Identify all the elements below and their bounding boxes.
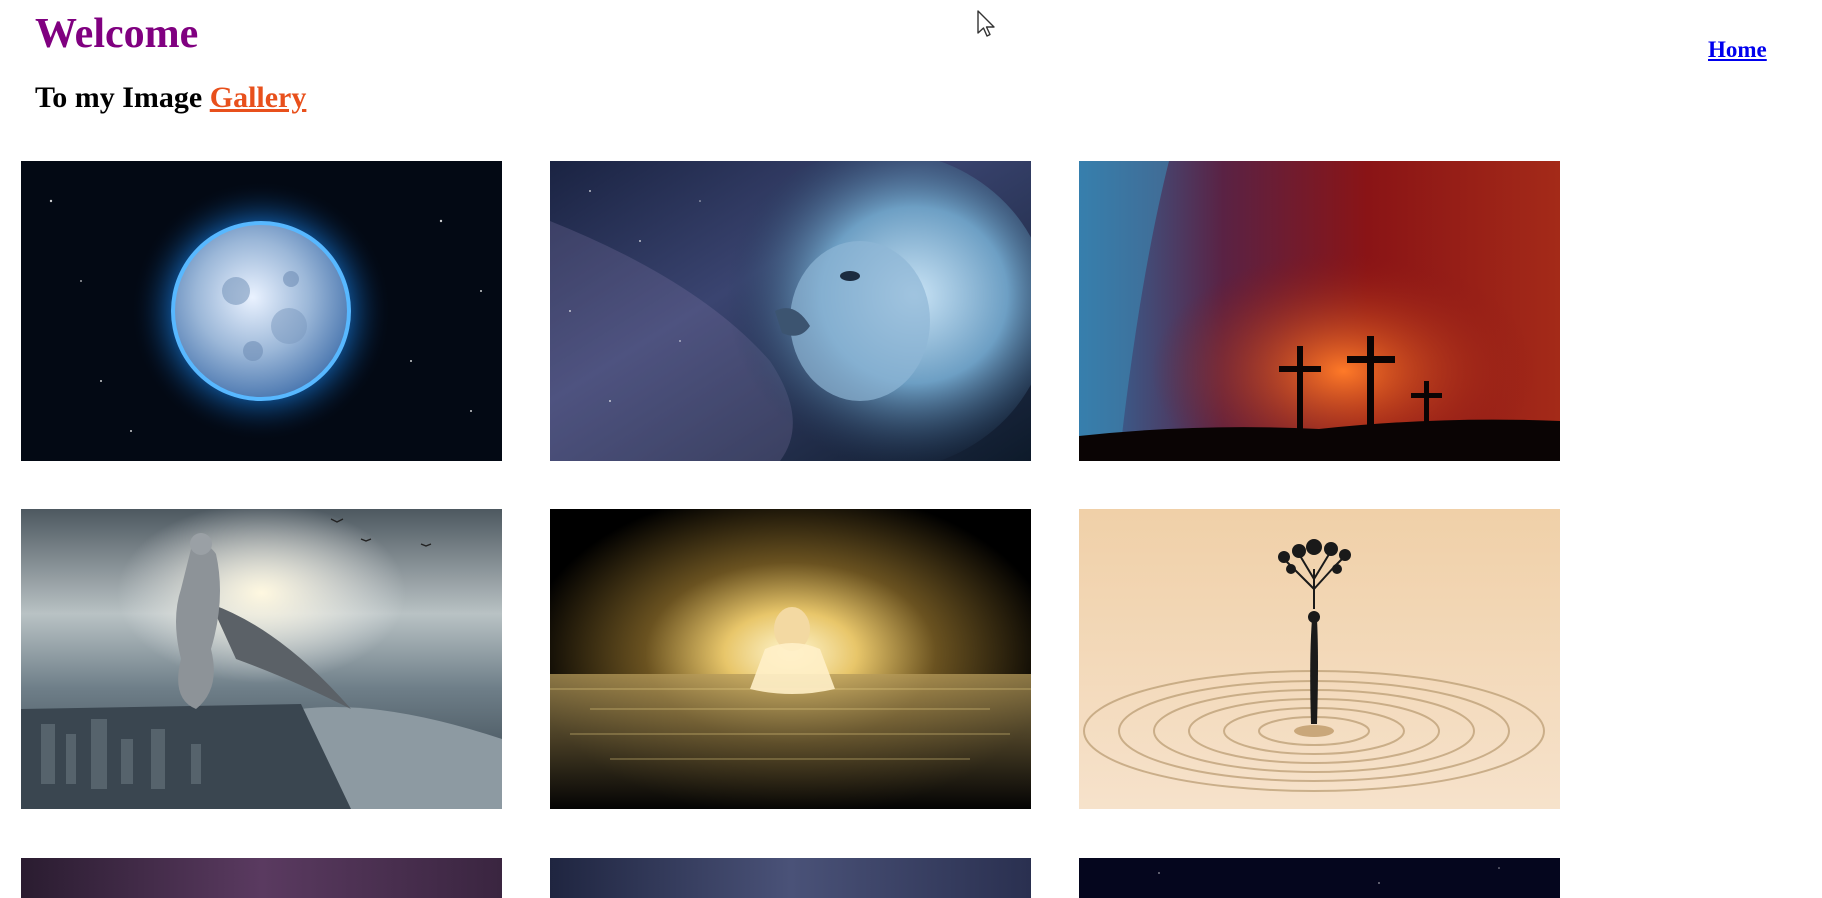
gallery-image-dark-starfield[interactable]	[1079, 858, 1560, 898]
gallery-image-yoga-tree[interactable]	[1079, 509, 1560, 809]
gallery-image-moon[interactable]	[21, 161, 502, 461]
gallery-image-crosses[interactable]	[1079, 161, 1560, 461]
page-subtitle: To my Image Gallery	[35, 80, 306, 116]
gallery-image-lion[interactable]	[550, 161, 1031, 461]
gallery-image-angel-statue[interactable]	[21, 509, 502, 809]
home-link[interactable]: Home	[1708, 37, 1767, 62]
subtitle-text: To my Image	[35, 81, 210, 114]
page-title: Welcome	[35, 11, 199, 57]
gallery-image-blue-night[interactable]	[550, 858, 1031, 898]
gallery-image-purple-sky[interactable]	[21, 858, 502, 898]
mouse-pointer-icon	[977, 10, 995, 37]
gallery-image-woman-in-light[interactable]	[550, 509, 1031, 809]
gallery-link[interactable]: Gallery	[209, 81, 307, 114]
